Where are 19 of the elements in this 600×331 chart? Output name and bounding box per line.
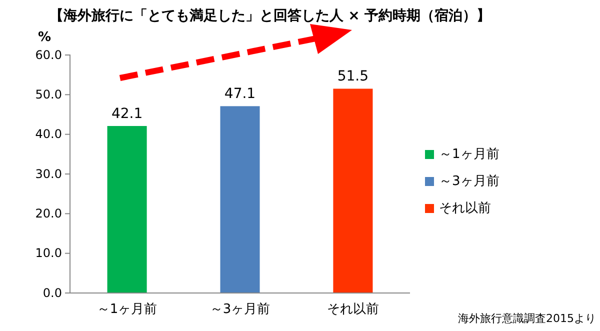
y-axis-title: % <box>38 30 52 45</box>
data-label: 47.1 <box>224 86 256 102</box>
y-tick-label: 20.0 <box>35 206 62 221</box>
x-tick-label: それ以前 <box>326 302 379 317</box>
chart-title: 【海外旅行に「とても満足した」と回答した人 × 予約時期（宿泊）】 <box>49 7 491 24</box>
data-label: 51.5 <box>337 68 369 85</box>
x-tick-label: ～3ヶ月前 <box>210 302 270 317</box>
x-tick-label: ～1ヶ月前 <box>96 302 158 317</box>
data-label: 42.1 <box>111 106 143 122</box>
text: 海外旅行意識調査2015より <box>458 312 596 325</box>
legend-label: ～3ヶ月前 <box>439 174 500 189</box>
y-tick-label: 0.0 <box>42 286 62 300</box>
legend-label: それ以前 <box>439 201 491 216</box>
y-tick-label: 30.0 <box>35 166 62 181</box>
legend-label: ～1ヶ月前 <box>439 147 500 162</box>
y-tick-label: 40.0 <box>35 127 62 142</box>
y-tick-label: 60.0 <box>35 48 62 62</box>
y-tick-label: 50.0 <box>35 88 62 102</box>
y-tick-label: 10.0 <box>35 246 62 260</box>
